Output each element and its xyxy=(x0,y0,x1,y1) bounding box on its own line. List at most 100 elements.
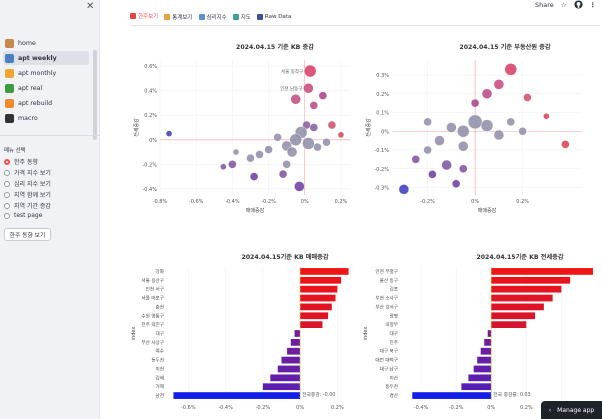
scatter-chart-reb: -0.2% 0% 0.2% 0.3% 0.2% 0.1% 0% -0.1% -0.2% -0.3%… xyxy=(365,60,582,214)
category-label: 춘천 xyxy=(156,303,164,310)
point-label: 서울 동작구 xyxy=(281,68,303,75)
x-tick-label: -0.2% xyxy=(420,199,435,205)
sidebar-item-home[interactable]: home xyxy=(3,36,89,50)
sidebar-item-macro[interactable]: macro xyxy=(3,111,89,125)
radio-circle[interactable] xyxy=(4,180,10,187)
more-menu-icon[interactable]: ⋮ xyxy=(589,0,597,9)
bar-chart-icon xyxy=(5,83,14,93)
radio-circle[interactable] xyxy=(4,212,10,219)
scatter-point xyxy=(303,83,314,94)
radio-label: 지역 함께 보기 xyxy=(14,192,51,199)
github-icon[interactable] xyxy=(574,0,583,9)
scatter-chart-kb: -0.8% -0.6% -0.4% -0.2% 0% 0.2% 0.6% 0.4% 0.2% 0%… xyxy=(133,60,350,214)
radio-label: 심리 지수 보기 xyxy=(14,181,51,188)
category-label: 전주 덕진구 xyxy=(141,321,164,328)
category-label: 거제 xyxy=(156,383,164,390)
scatter-point xyxy=(289,133,302,146)
sidebar-item-label: apt weekly xyxy=(18,54,57,62)
scatter-point xyxy=(302,137,315,150)
y-axis-label: index xyxy=(131,327,137,341)
bar xyxy=(173,392,301,399)
tab-한주보기[interactable]: 한주보기 xyxy=(130,12,159,26)
x-tick-label: -0.2% xyxy=(449,405,464,411)
y-tick-label: 0.3% xyxy=(376,73,389,79)
point-label: 인천 남동구 xyxy=(280,85,302,92)
radio-label: 지역 기간 증감 xyxy=(14,203,51,210)
manage-app-button[interactable]: ‹ Manage app xyxy=(541,401,602,419)
category-label: 인천 부평구 xyxy=(375,268,398,275)
category-label: 김포 xyxy=(390,286,398,293)
bar xyxy=(290,338,301,346)
sidebar-item-apt-weekly[interactable]: apt weekly xyxy=(3,51,89,65)
tab-bar: 한주보기 통계보기 심리지수 지도 Raw Data xyxy=(130,12,291,26)
bar xyxy=(477,356,492,364)
scatter-point xyxy=(228,160,237,169)
menu-radio-option[interactable]: 지역 함께 보기 xyxy=(4,190,51,199)
scatter-point xyxy=(309,101,319,110)
sidebar-item-apt-monthly[interactable]: apt monthly xyxy=(3,66,89,80)
menu-radio-option[interactable]: 심리 지수 보기 xyxy=(4,179,51,188)
scatter-point xyxy=(318,91,328,100)
close-sidebar-icon[interactable]: ✕ xyxy=(86,1,95,12)
y-axis-label: index xyxy=(363,327,369,341)
scatter-point xyxy=(220,163,227,170)
x-tick-label: 0% xyxy=(487,405,495,411)
bar xyxy=(487,330,492,337)
tab-통계보기[interactable]: 통계보기 xyxy=(164,12,193,26)
bar xyxy=(491,268,593,275)
tab-지도[interactable]: 지도 xyxy=(232,12,251,26)
radio-circle[interactable] xyxy=(4,202,10,209)
tab-label: Raw Data xyxy=(264,13,292,20)
category-label: 이천 xyxy=(156,365,164,372)
category-label: 강화 xyxy=(156,268,165,275)
radio-circle[interactable] xyxy=(4,191,10,198)
y-tick-label: -0.1% xyxy=(374,148,389,154)
category-label: 동두천 xyxy=(385,383,398,390)
sidebar-item-apt-real[interactable]: apt real xyxy=(3,81,89,95)
menu-radio-option[interactable]: 한주 동향 xyxy=(4,157,38,166)
menu-radio-option[interactable]: test page xyxy=(4,212,42,219)
scatter-point xyxy=(290,94,301,105)
category-label: 대구 xyxy=(390,330,398,337)
tab-label: 지도 xyxy=(240,14,251,21)
share-button[interactable]: Share xyxy=(535,0,554,9)
scatter-point xyxy=(322,138,331,147)
sidebar-item-label: apt real xyxy=(18,84,43,92)
reference-label: 전국증감: -0.00 xyxy=(302,391,335,398)
x-tick-label: -0.2% xyxy=(256,405,271,411)
tab-심리지수[interactable]: 심리지수 xyxy=(198,12,227,26)
show-weekly-trend-button[interactable]: 한주 동향 보기 xyxy=(4,228,51,241)
bar xyxy=(300,285,338,293)
scatter-point xyxy=(428,170,437,179)
star-icon[interactable]: ☆ xyxy=(560,0,567,9)
sidebar-item-label: home xyxy=(18,39,36,47)
y-tick-label: 0.2% xyxy=(376,92,389,98)
sidebar-scrollbar[interactable] xyxy=(93,50,97,140)
bar xyxy=(287,347,301,355)
radio-circle[interactable] xyxy=(4,158,10,165)
bar xyxy=(491,285,562,293)
menu-radio-option[interactable]: 지역 기간 증감 xyxy=(4,201,51,210)
chevron-left-icon: ‹ xyxy=(548,406,552,414)
bar xyxy=(270,374,301,382)
menu-radio-option[interactable]: 가격 지수 보기 xyxy=(4,168,51,177)
scatter-point xyxy=(493,129,505,141)
scatter-point xyxy=(523,93,532,102)
y-tick-label: 0% xyxy=(381,129,389,135)
tab-Raw-Data[interactable]: Raw Data xyxy=(256,12,292,26)
y-tick-label: 0% xyxy=(149,138,157,144)
x-tick-label: 0% xyxy=(471,199,479,205)
bar xyxy=(300,303,332,311)
scatter-point xyxy=(467,114,483,130)
sidebar: ✕ home apt weekly apt monthly apt real apt r… xyxy=(0,0,100,419)
calendar-icon xyxy=(5,53,14,63)
sidebar-item-apt-rebuild[interactable]: apt rebuild xyxy=(3,96,89,110)
radio-circle[interactable] xyxy=(4,169,10,176)
category-label: 여수 xyxy=(156,348,164,355)
scatter-point xyxy=(255,150,264,159)
scatter-point xyxy=(518,127,527,136)
scatter-point xyxy=(481,88,493,99)
y-tick-label: 0.2% xyxy=(144,113,157,119)
scatter-point xyxy=(278,169,288,179)
